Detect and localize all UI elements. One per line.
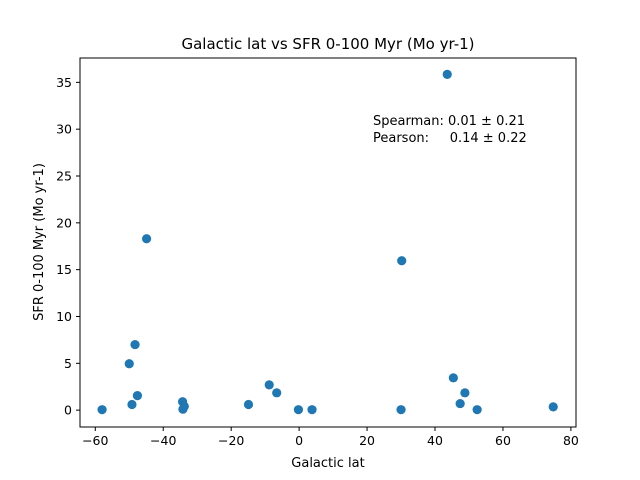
- x-tick-label: −40: [150, 433, 176, 448]
- data-point-13: [307, 405, 317, 415]
- data-point-5: [141, 234, 152, 244]
- x-tick-label: 20: [359, 433, 375, 448]
- data-point-0: [97, 405, 107, 415]
- y-tick-label: 5: [64, 356, 72, 371]
- x-tick-label: 60: [495, 433, 511, 448]
- x-tick-label: 80: [563, 433, 579, 448]
- plot-frame: [79, 57, 577, 428]
- data-point-16: [442, 69, 452, 79]
- y-tick-label: 10: [56, 309, 72, 324]
- y-axis-label: SFR 0-100 Myr (Mo yr-1): [32, 163, 47, 321]
- data-point-15: [397, 256, 407, 266]
- x-axis: −60 −40 −20 0 20 40 60 80: [82, 427, 579, 448]
- data-point-17: [448, 373, 458, 383]
- y-tick-label: 0: [64, 403, 72, 418]
- data-point-14: [396, 405, 406, 415]
- data-point-11: [272, 388, 282, 398]
- data-point-21: [548, 402, 558, 412]
- data-point-10: [264, 380, 274, 390]
- data-point-8: [179, 401, 189, 411]
- data-point-2: [127, 399, 137, 410]
- data-point-20: [472, 405, 482, 415]
- y-tick-label: 35: [56, 75, 72, 90]
- data-point-4: [132, 391, 143, 401]
- data-point-1: [124, 359, 134, 369]
- y-axis: 0 5 10 15 20 25 30 35: [56, 75, 80, 418]
- x-tick-label: 40: [427, 433, 443, 448]
- y-tick-label: 15: [56, 262, 72, 277]
- y-tick-label: 30: [56, 122, 72, 137]
- pearson-annotation: Pearson: 0.14 ± 0.22: [373, 131, 527, 146]
- data-point-9: [243, 399, 254, 410]
- spearman-annotation: Spearman: 0.01 ± 0.21: [373, 114, 525, 129]
- data-point-18: [455, 398, 465, 409]
- data-point-12: [293, 405, 304, 415]
- x-axis-label: Galactic lat: [291, 456, 364, 471]
- data-point-3: [130, 339, 140, 350]
- data-point-19: [460, 388, 470, 398]
- points-layer: [97, 69, 558, 415]
- y-tick-label: 20: [56, 215, 72, 230]
- x-tick-label: 0: [295, 433, 303, 448]
- chart-title: Galactic lat vs SFR 0-100 Myr (Mo yr-1): [181, 35, 474, 53]
- x-tick-label: −60: [82, 433, 108, 448]
- y-tick-label: 25: [56, 169, 72, 184]
- x-tick-label: −20: [218, 433, 244, 448]
